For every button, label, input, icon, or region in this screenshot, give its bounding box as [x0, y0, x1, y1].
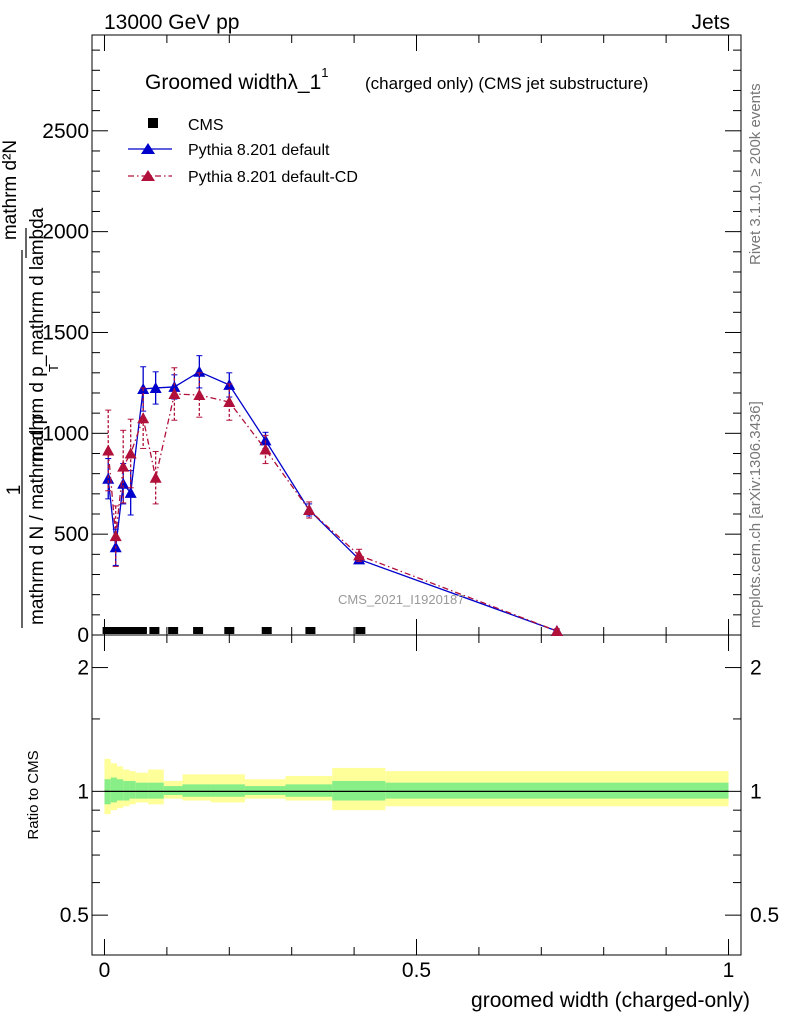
data-point-cms: [127, 627, 138, 634]
ratio-y-tick-label-right: 0.5: [750, 904, 779, 927]
data-point-pythia-8-201-default-cd: [168, 387, 181, 399]
ratio-band-inner: [110, 777, 117, 803]
data-point-pythia-8-201-default: [259, 434, 272, 446]
data-point-cms: [193, 627, 204, 634]
data-point-cms: [136, 627, 147, 634]
legend-label-pythia-default: Pythia 8.201 default: [188, 142, 330, 159]
data-point-cms: [355, 627, 366, 634]
data-point-cms: [224, 627, 235, 634]
legend-label-cms: CMS: [188, 117, 224, 134]
y-label-numerator: mathrm d²N: [0, 140, 21, 240]
data-point-pythia-8-201-default-cd: [303, 503, 316, 515]
x-tick-label: 1: [723, 959, 735, 982]
legend-marker-cms: [148, 118, 158, 128]
watermark: CMS_2021_I1920187: [338, 592, 465, 607]
y-label-denominator: mathrm d N / mathrm d p: [27, 414, 48, 625]
ratio-band-inner: [332, 780, 386, 801]
legend-label-pythia-cd: Pythia 8.201 default-CD: [188, 169, 358, 186]
data-point-cms: [115, 627, 126, 634]
legend-marker-pythia-cd: [141, 170, 155, 181]
data-point-cms: [261, 627, 272, 634]
series-layer: [102, 355, 563, 636]
data-point-pythia-8-201-default-cd: [550, 624, 563, 636]
main-y-tick-label: 2000: [42, 221, 89, 244]
ratio-y-tick-label-right: 1: [750, 780, 762, 803]
data-point-cms: [168, 627, 179, 634]
x-tick-label: 0: [99, 959, 111, 982]
ratio-y-tick-label-right: 2: [750, 657, 762, 680]
data-point-pythia-8-201-default: [168, 380, 181, 392]
series-line-pythia-8-201-default: [107, 371, 558, 632]
mcplots-label: mcplots.cern.ch [arXiv:1306.3436]: [747, 401, 764, 628]
data-point-cms: [149, 627, 160, 634]
legend-marker-pythia-default: [141, 143, 155, 154]
ratio-ticks: 0.5 0.5 1 1 2 2 0 0.5 1: [60, 635, 779, 982]
ratio-band-inner: [129, 780, 136, 799]
ratio-y-tick-label: 0.5: [60, 904, 89, 927]
legend: CMS Pythia 8.201 default Pythia 8.201 de…: [128, 117, 358, 186]
main-y-tick-label: 1000: [42, 422, 89, 445]
data-point-pythia-8-201-default-cd: [193, 389, 206, 400]
rivet-label: Rivet 3.1.10, ≥ 200k events: [747, 83, 764, 265]
data-point-pythia-8-201-default: [193, 365, 206, 377]
ratio-band-inner: [135, 782, 149, 799]
ratio-band-inner: [210, 784, 245, 797]
ratio-band-inner: [148, 782, 164, 799]
ratio-band-inner: [244, 786, 286, 795]
main-y-tick-label: 500: [54, 523, 89, 546]
header-right: Jets: [691, 11, 730, 34]
plot-title-sup: 1: [321, 65, 328, 80]
data-point-pythia-8-201-default-cd: [223, 396, 236, 408]
data-point-pythia-8-201-default-cd: [149, 471, 162, 483]
ratio-y-tick-label: 2: [77, 657, 89, 680]
data-point-pythia-8-201-default-cd: [109, 530, 122, 542]
plot-title-main: Groomed widthλ_1: [145, 71, 321, 94]
x-tick-label: 0.5: [402, 959, 431, 982]
data-point-pythia-8-201-default-cd: [137, 412, 150, 424]
data-point-cms: [102, 627, 113, 634]
data-point-cms: [305, 627, 316, 634]
main-ticks: 0 500 1000 1500 2000 2500: [42, 35, 741, 647]
data-point-cms: [121, 627, 132, 634]
main-y-tick-label: 0: [77, 624, 89, 647]
ratio-y-tick-label: 1: [77, 780, 89, 803]
plot-title-sub: (charged only) (CMS jet substructure): [365, 74, 648, 93]
main-y-label: 1 mathrm d²N mathrm d p_mathrm d lambda …: [0, 140, 61, 628]
ratio-band-inner: [123, 780, 130, 801]
main-y-tick-label: 1500: [42, 321, 89, 344]
x-axis-label: groomed width (charged-only): [471, 989, 750, 1012]
ratio-bands: [104, 758, 729, 815]
ratio-band-inner: [116, 779, 124, 801]
data-point-pythia-8-201-default-cd: [259, 443, 272, 455]
data-point-pythia-8-201-default-cd: [353, 549, 366, 561]
ratio-band-inner: [163, 786, 183, 795]
y-label-subscript: T: [46, 364, 61, 372]
plot-title: Groomed widthλ_11: [145, 65, 329, 94]
data-point-cms: [108, 627, 119, 634]
ratio-band-inner: [182, 784, 211, 797]
main-y-tick-label: 2500: [42, 120, 89, 143]
ratio-band-inner: [285, 784, 333, 797]
ratio-band-inner: [385, 782, 729, 799]
data-point-pythia-8-201-default: [149, 381, 162, 393]
y-label-lambda: mathrm d p_mathrm d lambda: [27, 207, 48, 462]
ratio-y-label: Ratio to CMS: [25, 750, 42, 839]
data-point-pythia-8-201-default-cd: [102, 444, 115, 456]
y-label-one: 1: [4, 485, 25, 496]
series-line-pythia-8-201-default-cd: [107, 393, 558, 632]
data-point-pythia-8-201-default-cd: [124, 447, 137, 459]
header-left: 13000 GeV pp: [104, 11, 239, 34]
data-point-pythia-8-201-default-cd: [117, 460, 130, 472]
data-point-pythia-8-201-default: [124, 486, 137, 498]
